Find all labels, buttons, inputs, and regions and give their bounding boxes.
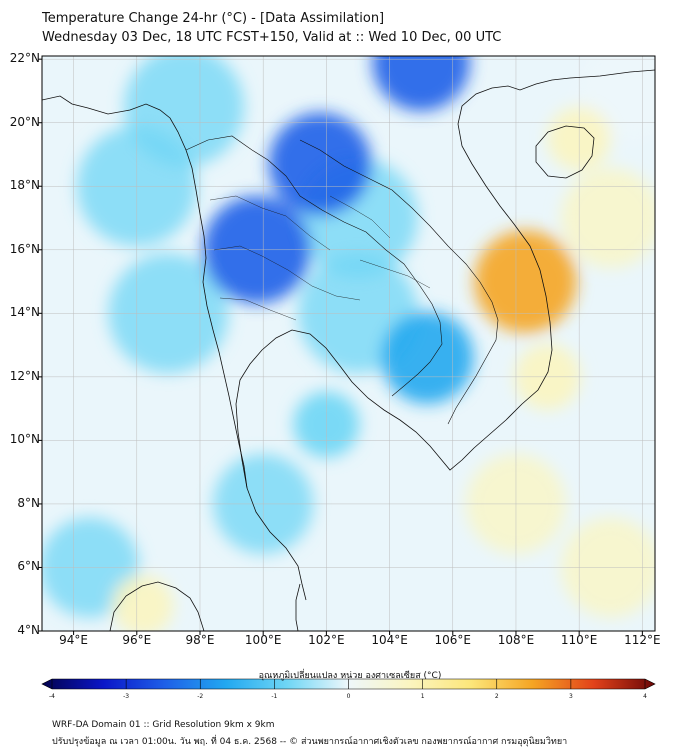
colorbar-tick-label: -1: [271, 693, 278, 700]
footer-credit: ปรับปรุงข้อมูล ณ เวลา 01:00น. วัน พฤ. ที…: [52, 737, 568, 747]
colorbar-tick-label: -4: [49, 693, 55, 700]
colorbar: [41, 678, 656, 690]
lon-label: 108°E: [497, 633, 535, 647]
anomaly-cold-core-cambodia: [381, 311, 474, 404]
map-title-line1: Temperature Change 24-hr (°C) - [Data As…: [42, 11, 385, 26]
coastline-malay-peninsula: [295, 583, 301, 631]
lon-label: 94°E: [59, 633, 89, 647]
border-thailand: [185, 135, 443, 397]
colorbar-tick-label: -3: [123, 693, 130, 700]
lat-label: 12°N: [9, 368, 40, 383]
colorbar-tick-label: 2: [494, 693, 499, 700]
map-frame: [41, 55, 656, 632]
colorbar-tick-label: 4: [643, 693, 647, 700]
border-provinces: [209, 195, 431, 321]
colorbar-tick-label: 1: [420, 693, 425, 700]
lat-label: 8°N: [17, 495, 40, 510]
border-laos-vietnam: [299, 139, 499, 425]
lon-label: 98°E: [185, 633, 215, 647]
colorbar-title: อุณหภูมิเปลี่ยนแปลง หน่วย องศาเซลเซียส (…: [258, 671, 442, 681]
lat-label: 10°N: [9, 432, 40, 447]
anomaly-warm-area-sumatra: [112, 575, 174, 631]
lon-label: 112°E: [624, 633, 661, 647]
colorbar-tick-label: 0: [346, 693, 351, 700]
colorbar-tick-label: 3: [568, 693, 573, 700]
lat-label: 4°N: [17, 623, 40, 637]
lat-label: 14°N: [9, 305, 40, 320]
lon-label: 100°E: [244, 633, 282, 647]
anomaly-cold-core-north-laos: [268, 112, 372, 216]
lat-label: 22°N: [9, 51, 40, 66]
map-title-line2: Wednesday 03 Dec, 18 UTC FCST+150, Valid…: [42, 30, 502, 45]
lon-label: 110°E: [560, 633, 598, 647]
field-patch: [560, 168, 655, 269]
coastline-gulf-thailand: [235, 69, 655, 489]
lat-label: 18°N: [9, 178, 40, 193]
coastline-hainan: [535, 125, 595, 179]
lon-label: 96°E: [122, 633, 152, 647]
footer-model-info: WRF-DA Domain 01 :: Grid Resolution 9km …: [52, 720, 275, 730]
lon-label: 104°E: [371, 633, 408, 647]
coastline-sumatra: [109, 581, 205, 631]
lat-label: 6°N: [17, 559, 40, 574]
coastline-mainland: [42, 95, 307, 601]
field-patch: [124, 56, 245, 167]
lon-label: 102°E: [308, 633, 345, 647]
lat-label: 20°N: [9, 114, 40, 129]
anomaly-cold-core-yunnan: [372, 56, 470, 111]
anomaly-warm-core-central-vietnam: [474, 230, 577, 333]
colorbar-tick-label: -2: [197, 693, 204, 700]
lon-label: 106°E: [434, 633, 472, 647]
lat-label: 16°N: [9, 241, 40, 256]
